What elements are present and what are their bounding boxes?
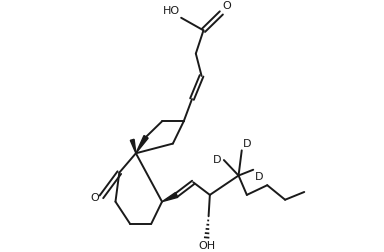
Text: O: O — [90, 192, 99, 202]
Text: O: O — [223, 2, 231, 11]
Polygon shape — [162, 193, 178, 202]
Text: D: D — [243, 138, 252, 148]
Text: D: D — [213, 154, 222, 164]
Text: HO: HO — [163, 6, 180, 16]
Text: OH: OH — [198, 240, 215, 250]
Polygon shape — [136, 136, 148, 154]
Polygon shape — [130, 140, 136, 154]
Text: D: D — [255, 171, 263, 181]
